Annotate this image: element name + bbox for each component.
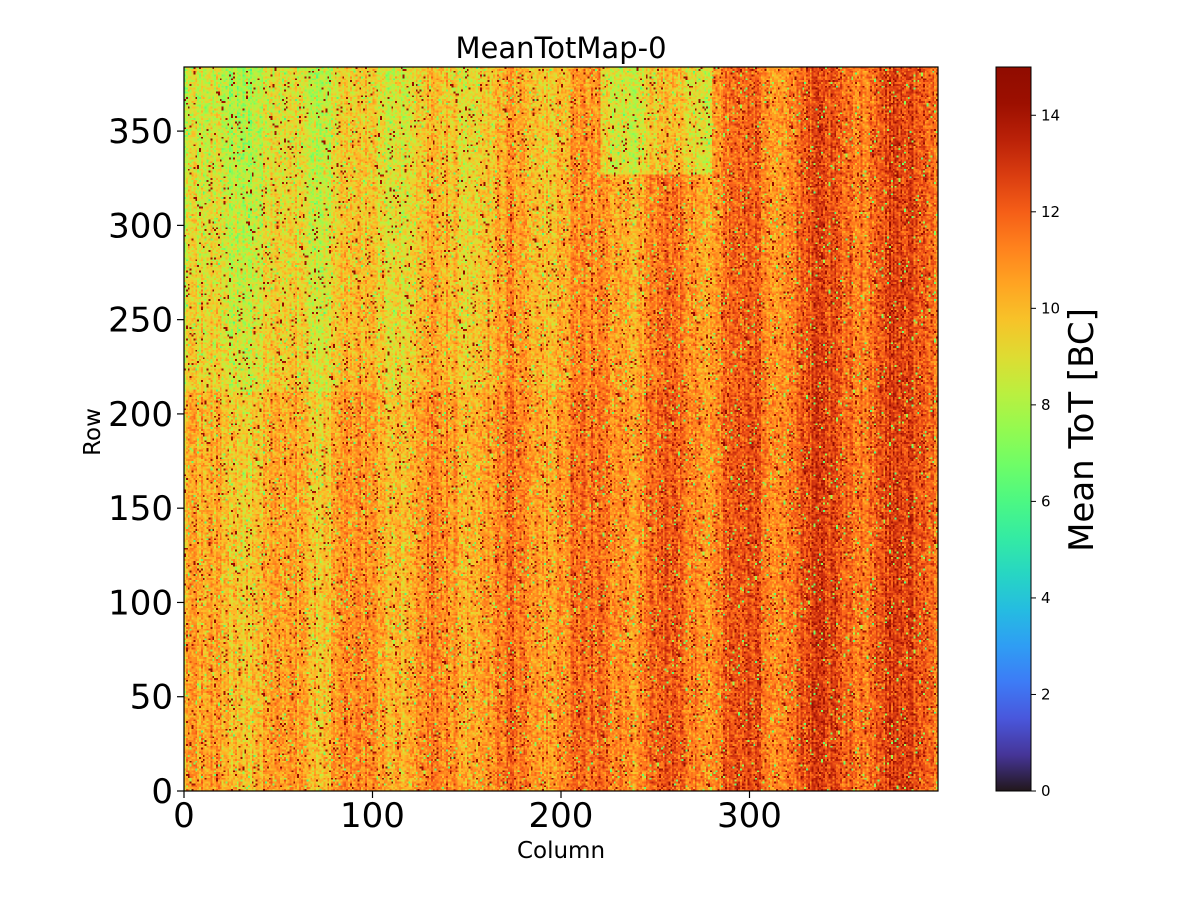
colorbar-tick-label: 0 [1041,782,1051,800]
y-tick-label: 250 [108,301,173,341]
y-tick-label: 50 [130,678,173,718]
heatmap-image [184,67,938,791]
chart-title: MeanTotMap-0 [455,31,666,65]
colorbar-gradient [995,66,1032,792]
x-tick-label: 0 [173,796,195,836]
y-tick-label: 0 [151,772,173,812]
colorbar-tick-label: 6 [1041,492,1051,510]
x-tick-label: 100 [340,796,405,836]
colorbar-ticks: 0 2 4 6 8 10 12 14 [1031,106,1060,800]
colorbar-tick-label: 14 [1041,106,1060,124]
x-axis-label: Column [517,838,605,864]
x-axis: 0 100 200 300 [173,791,782,836]
y-tick-label: 150 [108,489,173,529]
colorbar: 0 2 4 6 8 10 12 14 Mean ToT [BC] [995,66,1102,800]
heatmap-plot-area [183,66,939,792]
y-tick-label: 200 [108,395,173,435]
y-axis-label: Row [80,408,106,456]
x-tick-label: 200 [529,796,594,836]
y-tick-label: 100 [108,583,173,623]
colorbar-tick-label: 4 [1041,589,1051,607]
y-tick-label: 300 [108,206,173,246]
colorbar-tick-label: 8 [1041,396,1051,414]
colorbar-tick-label: 2 [1041,685,1051,703]
colorbar-label: Mean ToT [BC] [1062,308,1102,552]
y-tick-label: 350 [108,112,173,152]
colorbar-tick-label: 12 [1041,203,1060,221]
colorbar-tick-label: 10 [1041,299,1060,317]
x-tick-label: 300 [717,796,782,836]
y-axis: 0 50 100 150 200 250 300 350 [108,112,184,812]
